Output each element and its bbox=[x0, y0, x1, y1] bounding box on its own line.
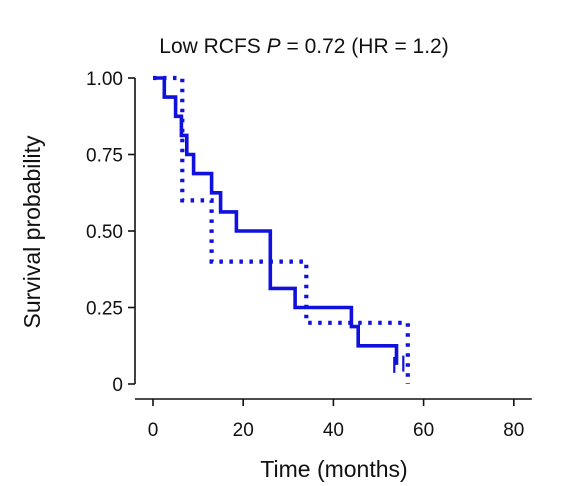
y-tick-label: 0.25 bbox=[86, 299, 123, 320]
y-tick-label: 0.75 bbox=[86, 146, 123, 167]
tick-labels: 0 0.25 0.50 0.75 1.00 0 20 40 60 80 bbox=[86, 69, 524, 441]
y-tick-label: 0 bbox=[112, 375, 123, 396]
y-tick-label: 1.00 bbox=[86, 69, 123, 90]
x-tick-label: 80 bbox=[503, 420, 524, 441]
y-tick-label: 0.50 bbox=[86, 222, 123, 243]
axes bbox=[128, 77, 532, 406]
x-tick-label: 40 bbox=[323, 420, 344, 441]
chart-title: Low RCFS P = 0.72 (HR = 1.2) bbox=[159, 35, 448, 58]
series-solid-line bbox=[153, 76, 399, 365]
x-tick-label: 20 bbox=[233, 420, 254, 441]
chart-title-rest: = 0.72 (HR = 1.2) bbox=[281, 35, 449, 58]
series-dotted-line bbox=[153, 75, 410, 384]
x-axis-label: Time (months) bbox=[260, 456, 407, 482]
chart-title-p-symbol: P bbox=[267, 35, 281, 58]
y-axis-label: Survival probability bbox=[19, 135, 45, 329]
chart-title-prefix: Low RCFS bbox=[159, 35, 266, 58]
series-layer bbox=[153, 75, 410, 384]
x-tick-label: 60 bbox=[413, 420, 434, 441]
x-tick-label: 0 bbox=[148, 420, 159, 441]
